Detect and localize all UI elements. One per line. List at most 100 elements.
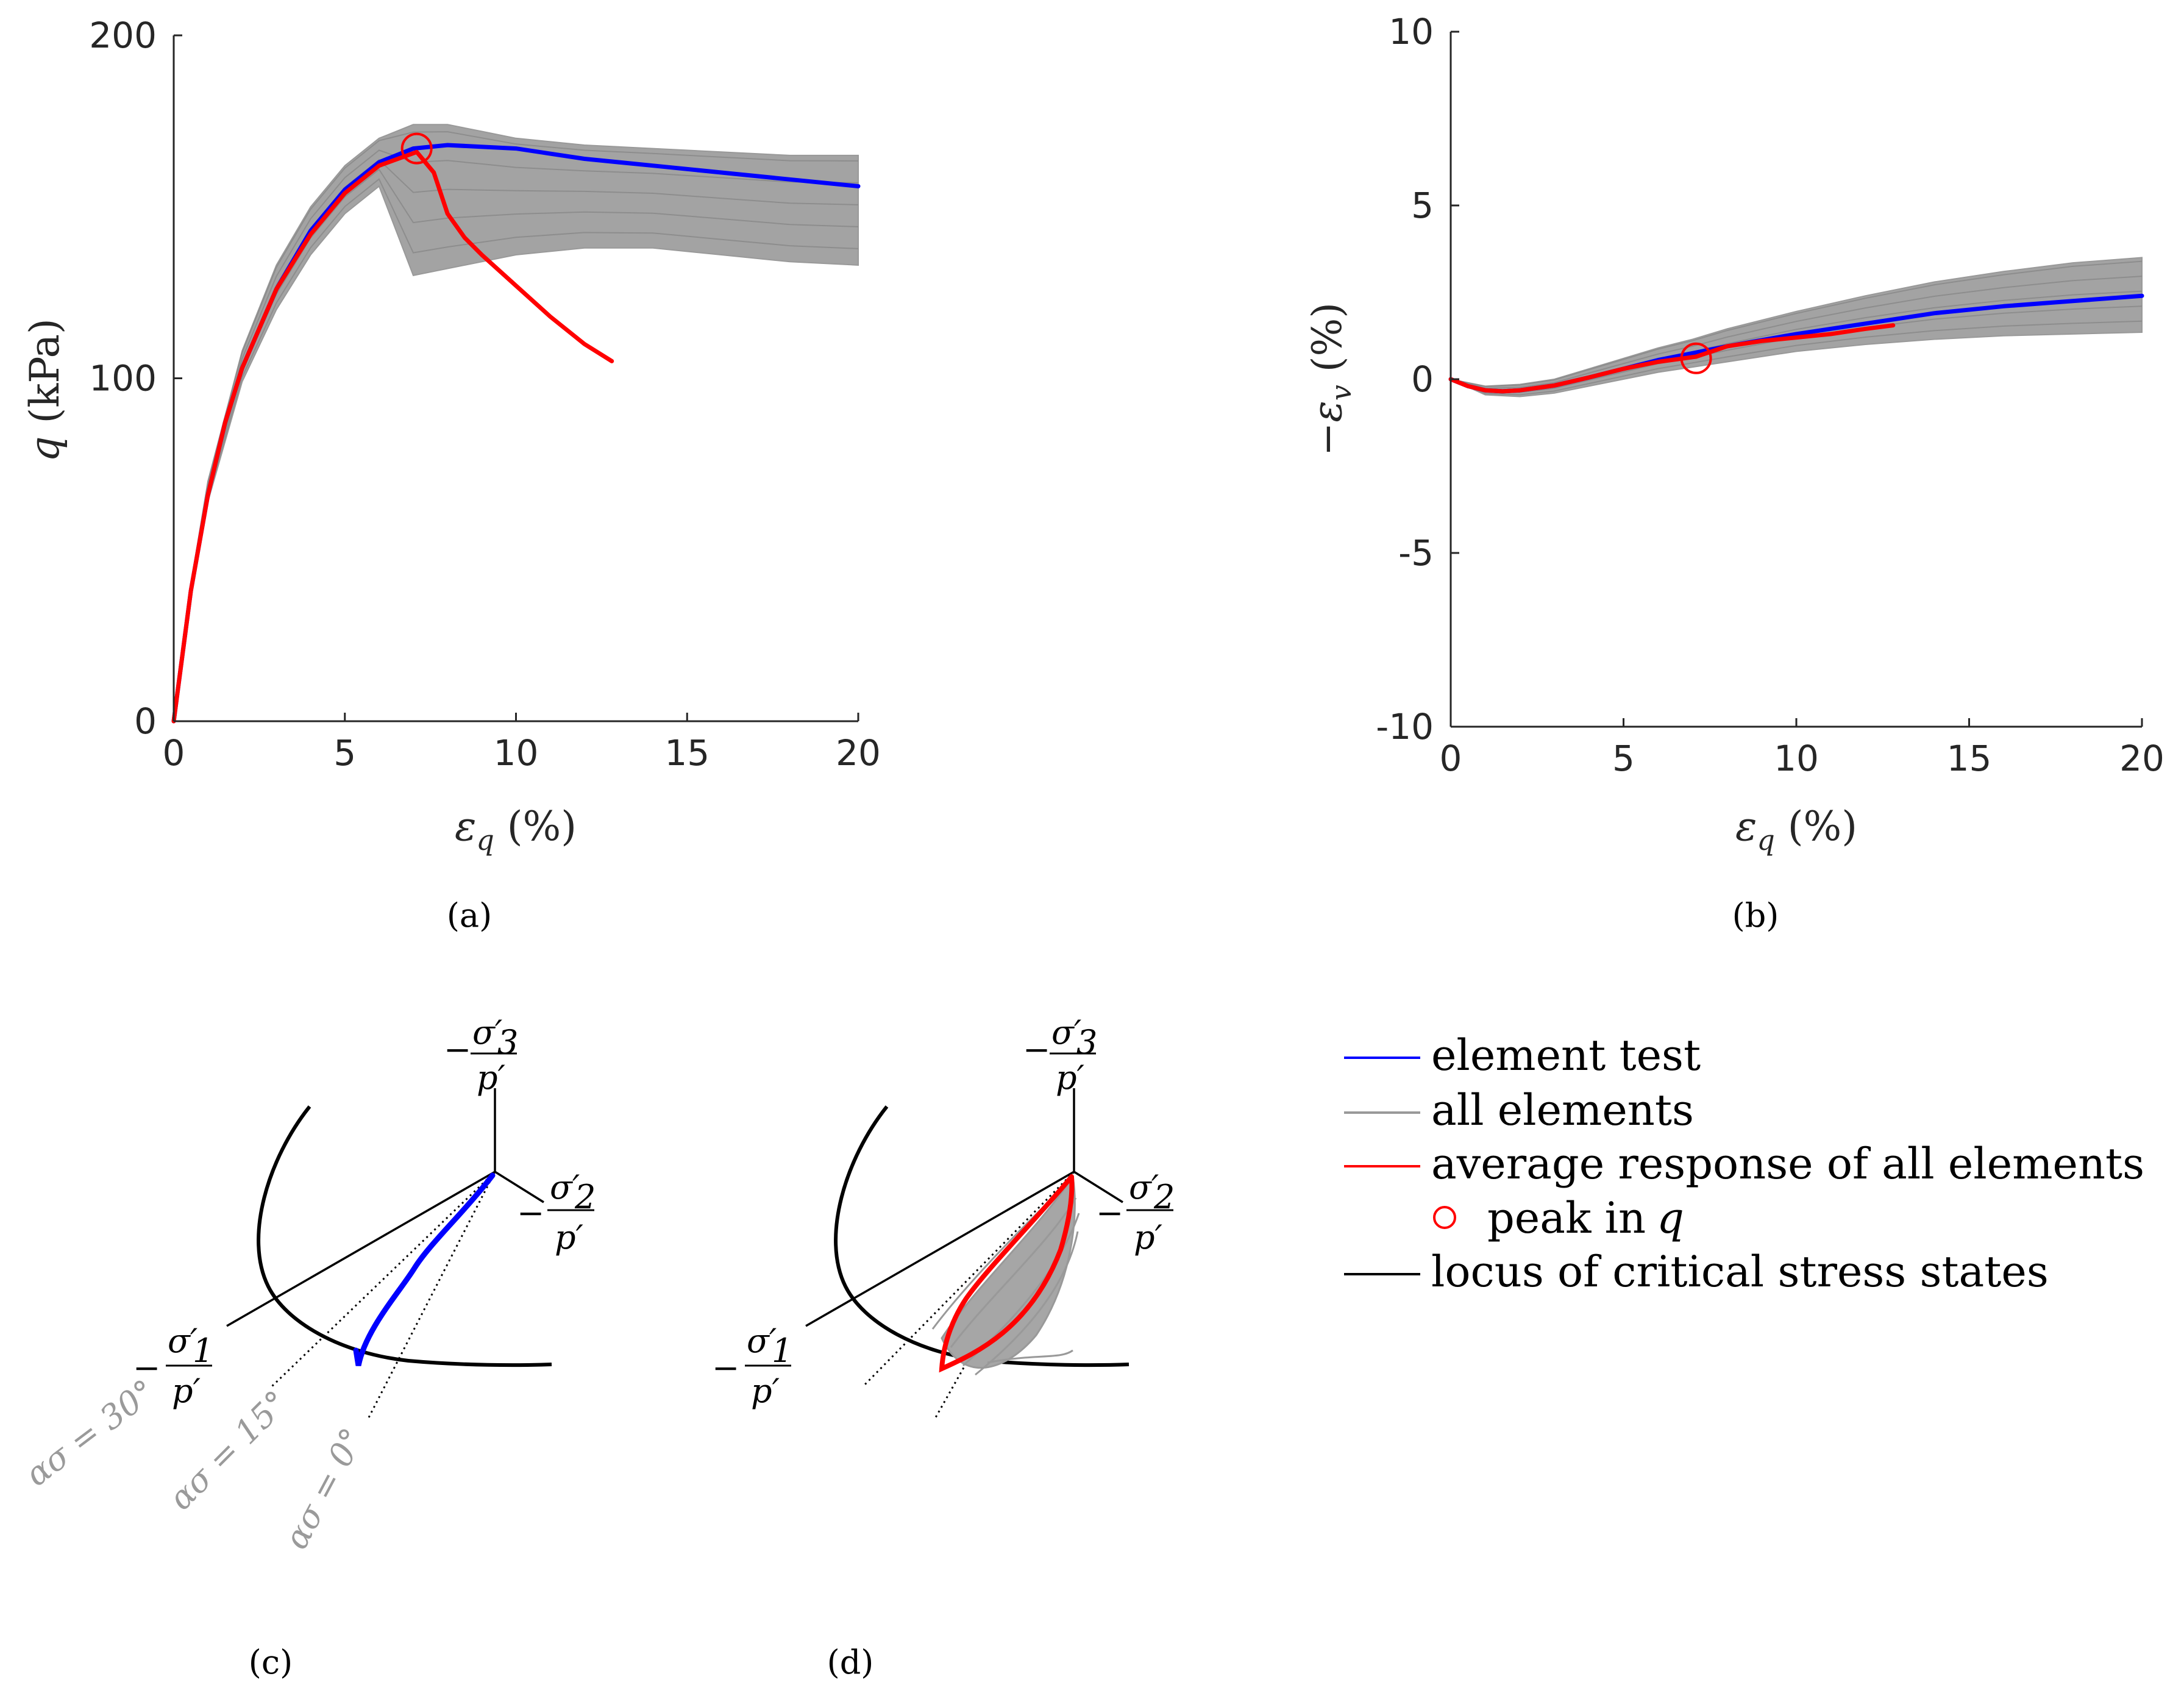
sigma2-den: p′ bbox=[1134, 1218, 1162, 1256]
panel-label-a: (a) bbox=[447, 896, 492, 935]
sigma2-axis bbox=[1073, 1171, 1123, 1203]
all-elements-band-area bbox=[1450, 257, 2143, 397]
sigma1-axis bbox=[805, 1171, 1075, 1327]
sigma1-den: p′ bbox=[172, 1372, 201, 1410]
all-elements-cloud bbox=[931, 1174, 1080, 1376]
sigma3-label: − σ′ 3 p′ bbox=[1023, 1013, 1097, 1097]
series-group bbox=[1448, 293, 2144, 394]
y-tick-label: 0 bbox=[134, 700, 157, 742]
x-tick-label: 10 bbox=[494, 732, 539, 774]
x-tick-label: 15 bbox=[1947, 738, 1992, 779]
sigma1-num: σ′ bbox=[168, 1322, 197, 1360]
average-response-line bbox=[171, 149, 614, 724]
y-tick-label: 0 bbox=[1411, 358, 1434, 400]
all-elements-band bbox=[1450, 257, 2143, 397]
alpha-0-label: ασ = 0° bbox=[277, 1422, 372, 1555]
sigma1-sub: 1 bbox=[772, 1331, 792, 1370]
average-response-line bbox=[1448, 323, 1896, 394]
legend: element test all elements average respon… bbox=[1344, 1030, 2144, 1297]
sigma3-lead: − bbox=[1023, 1030, 1050, 1069]
critical-state-locus bbox=[834, 1105, 1129, 1367]
sigma2-axis bbox=[494, 1171, 544, 1203]
ticks: 0 5 10 15 20 -10 -5 0 5 10 bbox=[1376, 11, 2164, 779]
sigma3-den: p′ bbox=[1056, 1058, 1084, 1097]
y-tick-label: 100 bbox=[89, 358, 157, 399]
alpha-15-line bbox=[861, 1171, 1075, 1388]
x-axis-label: εq (%) bbox=[1735, 803, 1857, 857]
panel-label-c: (c) bbox=[249, 1643, 293, 1681]
sigma2-den: p′ bbox=[555, 1218, 583, 1256]
y-tick-label: 10 bbox=[1389, 11, 1434, 52]
y-axis-label: −εv (%) bbox=[1304, 302, 1357, 456]
sigma3-sub: 3 bbox=[497, 1023, 518, 1061]
x-tick-label: 0 bbox=[1440, 738, 1462, 779]
element-test-path bbox=[353, 1172, 496, 1366]
chart-b: 0 5 10 15 20 -10 -5 0 5 10 εq (%) −εv (%) (b) bbox=[1304, 11, 2164, 935]
legend-label-peak-text: peak in bbox=[1487, 1193, 1646, 1243]
x-tick-label: 15 bbox=[664, 732, 710, 774]
diagram-c: − σ′ 3 p′ − σ′ 2 p′ − σ′ 1 p′ ασ = 30° α… bbox=[18, 1013, 596, 1681]
all-elements-trace bbox=[1450, 320, 2143, 396]
x-axis-label: εq (%) bbox=[455, 803, 577, 857]
x-tick-label: 10 bbox=[1774, 738, 1819, 779]
series-group bbox=[171, 132, 861, 724]
alpha-15-line bbox=[270, 1171, 496, 1388]
y-tick-label: -10 bbox=[1376, 706, 1434, 747]
legend-label-peak: peak in q bbox=[1487, 1193, 1684, 1243]
legend-label-locus: locus of critical stress states bbox=[1431, 1247, 2049, 1297]
sigma1-num: σ′ bbox=[747, 1322, 777, 1360]
x-tick-label: 20 bbox=[2119, 738, 2164, 779]
sigma1-axis bbox=[226, 1171, 496, 1327]
alpha-0-line bbox=[368, 1171, 496, 1418]
y-tick-label: -5 bbox=[1398, 532, 1434, 574]
sigma2-label: − σ′ 2 p′ bbox=[1096, 1168, 1175, 1256]
alpha-30-label: ασ = 30° bbox=[18, 1372, 162, 1494]
critical-state-locus bbox=[257, 1105, 552, 1367]
sigma1-label: − σ′ 1 p′ bbox=[712, 1322, 792, 1410]
y-tick-label: 5 bbox=[1411, 185, 1434, 226]
legend-swatch-peak bbox=[1433, 1206, 1456, 1229]
sigma3-sub: 3 bbox=[1076, 1023, 1097, 1061]
legend-label-average: average response of all elements bbox=[1431, 1139, 2144, 1189]
sigma2-num: σ′ bbox=[1129, 1168, 1159, 1206]
y-tick-label: 200 bbox=[89, 15, 157, 56]
peak-marker bbox=[1680, 342, 1712, 374]
sigma2-lead: − bbox=[517, 1194, 544, 1232]
panel-label-d: (d) bbox=[827, 1643, 874, 1681]
sigma1-sub: 1 bbox=[193, 1331, 213, 1370]
all-elements-trace bbox=[173, 168, 859, 722]
all-elements-trace bbox=[173, 131, 859, 722]
sigma3-den: p′ bbox=[477, 1058, 505, 1097]
all-elements-band-area bbox=[173, 124, 859, 722]
peak-marker bbox=[400, 132, 433, 165]
all-elements-trace bbox=[1450, 276, 2143, 390]
y-axis-label: q (kPa) bbox=[21, 318, 68, 462]
average-response-path bbox=[939, 1174, 1075, 1373]
sigma3-label: − σ′ 3 p′ bbox=[444, 1013, 518, 1097]
sigma2-label: − σ′ 2 p′ bbox=[517, 1168, 596, 1256]
sigma3-num: σ′ bbox=[1051, 1013, 1081, 1052]
sigma3-lead: − bbox=[444, 1030, 471, 1069]
sigma1-label: − σ′ 1 p′ bbox=[133, 1322, 213, 1410]
sigma1-den: p′ bbox=[751, 1372, 780, 1410]
sigma2-num: σ′ bbox=[550, 1168, 580, 1206]
x-tick-label: 5 bbox=[1612, 738, 1635, 779]
all-elements-trace bbox=[173, 178, 859, 722]
sigma3-num: σ′ bbox=[472, 1013, 502, 1052]
sigma1-lead: − bbox=[712, 1349, 739, 1387]
legend-label-all-elements: all elements bbox=[1431, 1085, 1694, 1135]
legend-label-element-test: element test bbox=[1431, 1030, 1701, 1080]
x-tick-label: 5 bbox=[333, 732, 356, 774]
x-tick-label: 0 bbox=[163, 732, 185, 774]
panel-label-b: (b) bbox=[1732, 896, 1779, 935]
all-elements-band bbox=[173, 124, 859, 722]
sigma2-lead: − bbox=[1096, 1194, 1123, 1232]
sigma1-lead: − bbox=[133, 1349, 160, 1387]
x-tick-label: 20 bbox=[836, 732, 881, 774]
diagram-d: − σ′ 3 p′ − σ′ 2 p′ − σ′ 1 p′ (d) bbox=[712, 1013, 1175, 1681]
all-elements-trace bbox=[1450, 260, 2143, 388]
legend-label-peak-var: q bbox=[1657, 1193, 1684, 1243]
